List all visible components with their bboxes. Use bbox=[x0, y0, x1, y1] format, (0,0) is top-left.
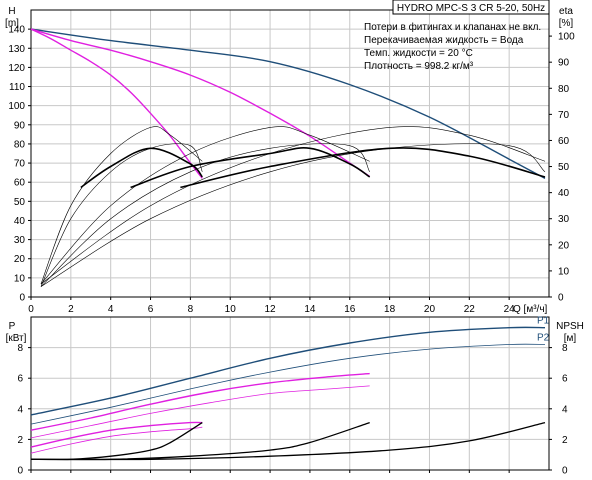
top-series-2 bbox=[30, 28, 203, 179]
bottom-plot-frame bbox=[30, 316, 550, 471]
top-y2-tick-label-6: 60 bbox=[558, 136, 570, 147]
top-x-tick-label-0: 0 bbox=[28, 304, 34, 315]
top-x-tick-label-7: 14 bbox=[304, 304, 316, 315]
title-box bbox=[392, 0, 550, 15]
top-y2-tick-label-8: 80 bbox=[558, 84, 570, 95]
bottom-series-4 bbox=[30, 421, 203, 448]
top-y-tick-label-2: 20 bbox=[14, 254, 26, 265]
top-y2-tick-label-10: 100 bbox=[558, 32, 575, 43]
npsh-axis-unit: [м] bbox=[564, 333, 577, 344]
top-series-11 bbox=[40, 143, 546, 287]
top-y2-tick-label-0: 0 bbox=[558, 293, 564, 304]
bottom-y2-tick-label-2: 4 bbox=[562, 404, 568, 415]
top-y-tick-label-10: 100 bbox=[8, 101, 25, 112]
top-y-tick-label-13: 130 bbox=[8, 44, 25, 55]
top-series-7 bbox=[40, 143, 203, 287]
bottom-series-label-1: P2 bbox=[537, 333, 550, 344]
top-series-10 bbox=[40, 126, 546, 285]
x-axis-label: Q [м³/ч] bbox=[513, 304, 548, 315]
y-axis-unit: [m] bbox=[5, 18, 19, 29]
top-y2-tick-label-1: 10 bbox=[558, 266, 570, 277]
top-y-tick-label-6: 60 bbox=[14, 178, 26, 189]
top-x-tick-label-6: 12 bbox=[265, 304, 277, 315]
top-y-tick-label-11: 110 bbox=[9, 82, 25, 93]
top-series-0 bbox=[30, 28, 546, 180]
top-y-tick-label-5: 50 bbox=[14, 197, 26, 208]
bottom-series-0 bbox=[30, 326, 546, 416]
bottom-series-3 bbox=[30, 385, 370, 439]
p-axis-unit: [кВт] bbox=[6, 333, 27, 344]
bottom-y2-tick-label-0: 0 bbox=[562, 466, 568, 477]
y2-axis-unit: [%] bbox=[559, 18, 574, 29]
bottom-y-tick-label-1: 2 bbox=[17, 435, 23, 446]
top-x-tick-label-5: 10 bbox=[225, 304, 237, 315]
bottom-y-tick-label-2: 4 bbox=[17, 404, 23, 415]
top-series-8 bbox=[40, 126, 370, 285]
chart-note-0: Потери в фитингах и клапанах не вкл. bbox=[364, 21, 541, 33]
npsh-axis-label: NPSH bbox=[556, 321, 584, 332]
top-x-tick-label-8: 16 bbox=[344, 304, 356, 315]
top-x-tick-label-4: 8 bbox=[188, 304, 194, 315]
bottom-y2-tick-label-1: 2 bbox=[562, 435, 568, 446]
top-y-tick-label-14: 140 bbox=[8, 25, 25, 36]
top-x-tick-label-2: 4 bbox=[108, 304, 114, 315]
chart-note-3: Плотность = 998.2 кг/м³ bbox=[364, 61, 474, 72]
top-x-tick-label-3: 6 bbox=[148, 304, 154, 315]
bottom-y2-tick-label-4: 8 bbox=[562, 343, 568, 354]
top-y-tick-label-9: 90 bbox=[14, 120, 26, 131]
top-y2-tick-label-7: 70 bbox=[558, 110, 570, 121]
top-y2-tick-label-2: 20 bbox=[558, 240, 570, 251]
bottom-series-5 bbox=[30, 426, 203, 454]
bottom-series-1 bbox=[30, 343, 546, 425]
y-axis-label: H bbox=[8, 6, 15, 17]
top-series-5 bbox=[180, 147, 546, 189]
top-y-tick-label-12: 120 bbox=[8, 63, 25, 74]
top-series-6 bbox=[40, 126, 203, 285]
top-y-tick-label-1: 10 bbox=[14, 273, 26, 284]
bottom-y-tick-label-4: 8 bbox=[17, 343, 23, 354]
top-x-tick-label-1: 2 bbox=[68, 304, 74, 315]
top-y2-tick-label-9: 90 bbox=[558, 58, 570, 69]
top-x-tick-label-11: 22 bbox=[464, 304, 476, 315]
top-y-tick-label-4: 40 bbox=[14, 216, 26, 227]
top-y-tick-label-3: 30 bbox=[14, 235, 26, 246]
top-plot-frame bbox=[30, 9, 550, 298]
top-y-tick-label-8: 80 bbox=[14, 139, 26, 150]
chart-note-1: Перекачиваемая жидкость = Вода bbox=[364, 35, 524, 46]
bottom-y-tick-label-0: 0 bbox=[17, 466, 23, 477]
bottom-series-label-0: P1 bbox=[537, 316, 550, 327]
p-axis-label: P bbox=[9, 321, 16, 332]
y2-axis-label: eta bbox=[559, 6, 573, 17]
bottom-series-8 bbox=[30, 421, 546, 461]
bottom-y2-tick-label-3: 6 bbox=[562, 374, 568, 385]
top-x-tick-label-9: 18 bbox=[384, 304, 396, 315]
top-series-9 bbox=[40, 143, 370, 287]
bottom-y-tick-label-3: 6 bbox=[17, 374, 23, 385]
top-y-tick-label-0: 0 bbox=[19, 293, 25, 304]
top-x-tick-label-12: 24 bbox=[504, 304, 516, 315]
top-y2-tick-label-3: 30 bbox=[558, 214, 570, 225]
bottom-series-2 bbox=[30, 372, 370, 431]
top-y2-tick-label-5: 50 bbox=[558, 162, 570, 173]
chart-title: HYDRO MPC-S 3 CR 5-20, 50Hz bbox=[397, 3, 545, 14]
top-series-1 bbox=[30, 28, 371, 178]
chart-note-2: Темп. жидкости = 20 °C bbox=[364, 48, 473, 59]
top-x-tick-label-10: 20 bbox=[424, 304, 436, 315]
top-y2-tick-label-4: 40 bbox=[558, 188, 570, 199]
top-y-tick-label-7: 70 bbox=[14, 159, 26, 170]
top-series-4 bbox=[130, 147, 371, 189]
